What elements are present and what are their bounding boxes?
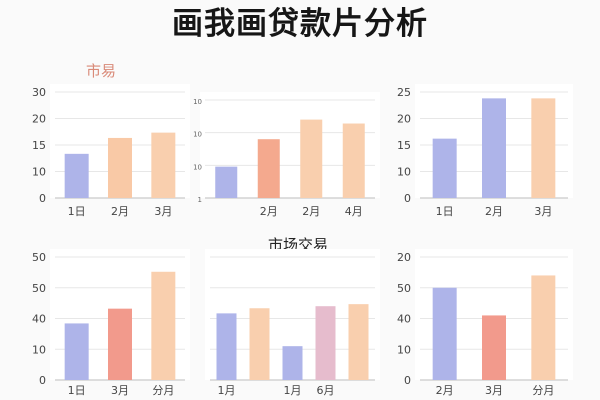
bar-2: [257, 139, 280, 198]
y-tick-label: 15: [397, 139, 411, 152]
bar-3: [282, 346, 303, 380]
y-tick-label: 10: [193, 163, 202, 171]
x-tick-label: 2月: [260, 205, 278, 218]
x-tick-label: 1日: [68, 384, 86, 397]
y-tick-label: 25: [397, 86, 411, 99]
bar-5: [348, 304, 369, 380]
chart-3: 0 10 15 20 25 1日 2月 3月: [397, 84, 573, 218]
y-tick-label: 0: [39, 374, 46, 387]
bar-3: [531, 275, 556, 380]
x-tick-label: 3月: [154, 205, 172, 218]
bar-4: [315, 306, 336, 380]
y-tick-label: 30: [32, 86, 46, 99]
x-tick-label: 分月: [532, 384, 554, 397]
x-tick-label: 1月: [218, 384, 236, 397]
section-label-market: 市易: [86, 62, 117, 80]
chart-4: 0 10 40 50 50 1日 3月 分月: [32, 249, 190, 397]
bar-1: [432, 287, 457, 380]
y-tick-label: 10: [397, 166, 411, 179]
x-tick-label: 2月: [111, 205, 129, 218]
chart-2: 1 10 10 10 2月 2月 4月: [193, 92, 380, 218]
x-tick-label: 6月: [317, 384, 335, 397]
y-tick-label: 20: [397, 251, 411, 264]
bar-3: [151, 132, 176, 198]
bar-1: [216, 313, 237, 380]
y-tick-label: 0: [404, 374, 411, 387]
y-tick-label: 40: [32, 313, 46, 326]
y-tick-label: 20: [397, 113, 411, 126]
page-title: 画我画贷款片分析: [172, 6, 428, 42]
y-tick-label: 40: [397, 313, 411, 326]
y-tick-label: 10: [193, 98, 202, 106]
y-tick-label: 50: [32, 251, 46, 264]
bar-2: [482, 315, 506, 380]
y-tick-label: 0: [39, 192, 46, 205]
bar-4: [342, 123, 365, 198]
y-tick-label: 0: [404, 192, 411, 205]
bar-3: [300, 119, 323, 198]
bar-1: [432, 138, 457, 198]
chart-1: 0 10 15 20 30 1日 2月 3月: [32, 84, 190, 218]
x-tick-label: 分月: [152, 384, 174, 397]
bar-2: [108, 137, 132, 198]
y-tick-label: 1: [198, 196, 202, 204]
y-tick-label: 50: [32, 282, 46, 295]
chart-5: 1月 1月 6月: [205, 249, 380, 397]
x-tick-label: 1月: [284, 384, 302, 397]
x-tick-label: 3月: [534, 205, 552, 218]
y-tick-label: 20: [32, 113, 46, 126]
bar-2: [108, 308, 132, 380]
x-tick-label: 4月: [345, 205, 363, 218]
y-tick-label: 10: [32, 166, 46, 179]
bar-3: [531, 98, 556, 198]
bar-1: [64, 153, 89, 198]
y-tick-label: 10: [397, 343, 411, 356]
bar-2: [249, 308, 270, 380]
bar-1: [215, 166, 238, 198]
x-tick-label: 2月: [436, 384, 454, 397]
y-tick-label: 50: [397, 282, 411, 295]
bar-2: [482, 98, 506, 198]
y-tick-label: 15: [32, 139, 46, 152]
bar-1: [64, 323, 89, 380]
x-tick-label: 3月: [485, 384, 503, 397]
y-tick-label: 10: [193, 131, 202, 139]
bar-3: [151, 271, 176, 380]
x-tick-label: 2月: [302, 205, 320, 218]
x-tick-label: 1日: [436, 205, 454, 218]
x-tick-label: 1日: [68, 205, 86, 218]
y-tick-label: 10: [32, 343, 46, 356]
chart-6: 0 10 40 50 20 2月 3月 分月: [397, 249, 573, 397]
x-tick-label: 3月: [111, 384, 129, 397]
x-tick-label: 2月: [485, 205, 503, 218]
